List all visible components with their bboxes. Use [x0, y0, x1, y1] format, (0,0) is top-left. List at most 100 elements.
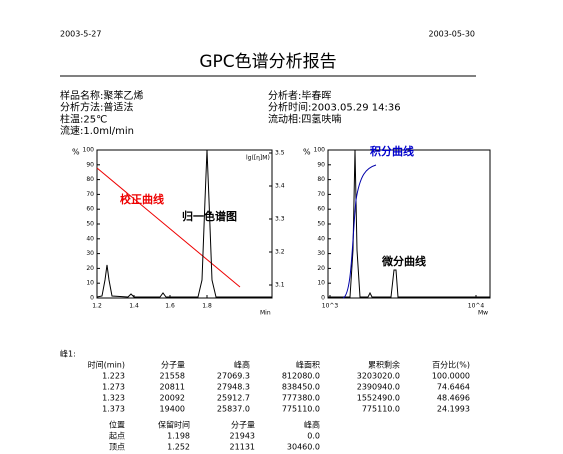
y-tick-label: 70	[86, 191, 94, 198]
x-tick-label: 1.8	[202, 303, 212, 310]
differential-curve	[328, 149, 490, 298]
y-tick-label: 60	[86, 206, 94, 213]
cell: 1552490.0	[357, 394, 400, 403]
y-axis-label: %	[72, 148, 80, 157]
column-header: 时间(min)	[88, 360, 125, 370]
y-tick-label: 20	[86, 265, 94, 272]
column-header: 分子量	[231, 421, 255, 430]
annotation: 校正曲线	[120, 192, 164, 206]
annotation: 归一色谱图	[182, 209, 237, 223]
info-field: 样品名称:聚苯乙烯	[60, 89, 143, 102]
y-tick-label: 10	[86, 280, 94, 287]
cell: 3203020.0	[357, 372, 400, 381]
cell: 20811	[160, 383, 185, 392]
cell: 21131	[230, 443, 255, 452]
cell: 1.198	[167, 432, 190, 441]
y-tick-label: 10	[317, 280, 325, 287]
y-tick-label: 100	[83, 147, 95, 154]
cell: 1.323	[102, 394, 125, 403]
annotation: 积分曲线	[370, 144, 414, 158]
left-plot-frame	[96, 149, 273, 299]
column-header: 峰高	[304, 420, 320, 430]
cell: 48.4696	[437, 394, 470, 403]
report-title: GPC色谱分析报告	[199, 52, 336, 72]
column-header: 百分比(%)	[432, 360, 470, 370]
cell: 74.6464	[437, 383, 470, 392]
y2-tick-label: 3.1	[275, 282, 285, 289]
cell: 25837.0	[217, 405, 250, 414]
y-tick-label: 0	[90, 295, 94, 302]
y-tick-label: 30	[317, 250, 325, 257]
cell: 1.223	[102, 372, 125, 381]
chromatogram	[96, 149, 272, 298]
y-tick-label: 80	[317, 176, 325, 183]
cell: 24.1993	[437, 405, 470, 414]
y2-tick-label: 3.3	[275, 216, 285, 223]
info-field: 柱温:25℃	[60, 112, 107, 125]
y-tick-label: 30	[86, 250, 94, 257]
y-tick-label: 90	[86, 161, 94, 168]
cell: 1.273	[102, 383, 125, 392]
column-header: 保留时间	[158, 420, 190, 430]
annotation: 微分曲线	[381, 254, 426, 268]
info-field: 分析时间:2003.05.29 14:36	[268, 101, 401, 114]
right-plot-frame	[327, 149, 491, 299]
x-tick-label: 1.4	[129, 303, 139, 310]
y-tick-label: 50	[86, 221, 94, 228]
y-tick-label: 20	[317, 265, 325, 272]
y2-axis-label: lg([η]M)	[246, 155, 270, 162]
cell: 1.252	[167, 443, 190, 452]
y-tick-label: 40	[86, 235, 94, 242]
cell: 812080.0	[282, 372, 320, 381]
cell: 0.0	[307, 432, 320, 441]
y2-tick-label: 3.2	[275, 249, 285, 256]
cell: 19400	[160, 405, 185, 414]
cell: 777380.0	[282, 394, 320, 403]
cell: 1.373	[102, 405, 125, 414]
y-tick-label: 40	[317, 235, 325, 242]
y-tick-label: 80	[86, 176, 94, 183]
info-field: 分析方法:普适法	[60, 101, 133, 114]
y-tick-label: 90	[317, 161, 325, 168]
info-field: 分析者:毕春晖	[268, 89, 331, 102]
cell: 775110.0	[362, 405, 400, 414]
cell: 838450.0	[282, 383, 320, 392]
column-header: 峰面积	[296, 360, 320, 370]
info-field: 流动相:四氢呋喃	[268, 112, 341, 125]
column-header: 峰高	[234, 360, 250, 370]
column-header: 分子量	[161, 361, 185, 370]
integral-curve	[342, 164, 377, 299]
x-axis-label: Mw	[478, 310, 488, 317]
cell: 30460.0	[287, 443, 320, 452]
table-title: 峰1:	[60, 349, 76, 359]
cell: 27069.3	[217, 372, 250, 381]
x-tick-label: 1.2	[92, 303, 102, 310]
y2-tick-label: 3.4	[275, 183, 285, 190]
cell: 21558	[160, 372, 185, 381]
x-tick-label: 1.6	[165, 303, 175, 310]
cell: 顶点	[109, 443, 125, 452]
info-field: 流速:1.0ml/min	[60, 124, 134, 137]
y-tick-label: 60	[317, 206, 325, 213]
date-left: 2003-5-27	[60, 30, 101, 39]
y-tick-label: 70	[317, 191, 325, 198]
date-right: 2003-05-30	[429, 30, 476, 39]
y-tick-label: 100	[314, 147, 326, 154]
x-tick-label: 10^3	[322, 303, 339, 310]
cell: 21943	[230, 432, 255, 441]
cell: 2390940.0	[357, 383, 400, 392]
cell: 775110.0	[282, 405, 320, 414]
x-axis-label: Min	[260, 310, 271, 317]
y-tick-label: 0	[321, 295, 325, 302]
y2-tick-label: 3.5	[275, 150, 285, 157]
cell: 100.0000	[432, 372, 470, 381]
column-header: 累积剩余	[368, 360, 400, 370]
cell: 20092	[160, 394, 185, 403]
y-tick-label: 50	[317, 221, 325, 228]
calibration-line	[96, 167, 241, 288]
y-axis-label: %	[303, 148, 311, 157]
cell: 27948.3	[217, 383, 250, 392]
cell: 25912.7	[217, 394, 250, 403]
cell: 起点	[109, 432, 125, 441]
